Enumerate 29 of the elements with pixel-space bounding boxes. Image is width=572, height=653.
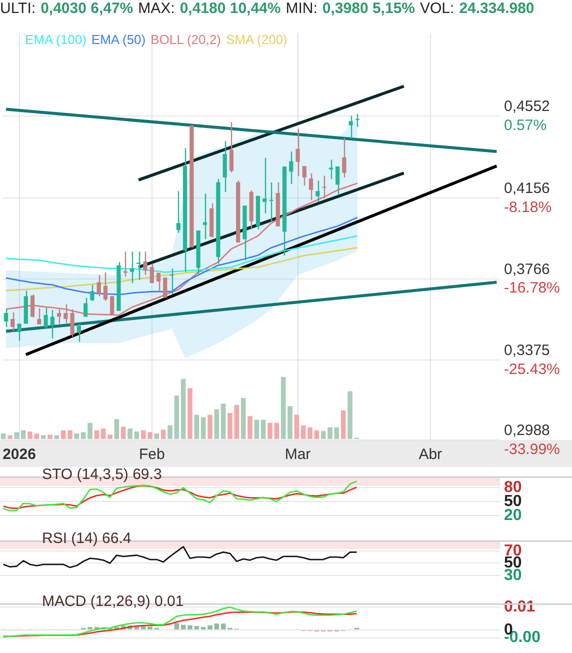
text: BOLL (20,2) bbox=[150, 32, 221, 47]
text: EMA (50) bbox=[91, 32, 146, 47]
y2-tick-label: -25.43% bbox=[504, 360, 560, 378]
chart-title: RSI (14) 66.4 bbox=[42, 530, 132, 547]
x-tick-label: 2026 bbox=[2, 446, 36, 464]
text: 0,4180 10,44% bbox=[180, 0, 281, 17]
y2-tick-label: 0.57% bbox=[504, 117, 547, 134]
text: ULTI: bbox=[0, 0, 36, 17]
y-tick-label: 0,3375 bbox=[504, 342, 550, 359]
y-tick-label: 0,4156 bbox=[504, 180, 550, 198]
text: EMA (100) bbox=[25, 32, 86, 47]
x-tick-label: Feb bbox=[138, 446, 165, 464]
x-tick-label: Abr bbox=[418, 446, 442, 464]
y2-tick-label: -8.18% bbox=[504, 199, 552, 216]
chart-title: STO (14,3,5) 69.3 bbox=[42, 466, 162, 483]
text: MIN: bbox=[286, 0, 318, 17]
text: 0,4030 6,47% bbox=[40, 0, 134, 17]
chart-title: MACD (12,26,9) 0.01 bbox=[42, 593, 184, 610]
text: MAX: bbox=[138, 0, 175, 17]
text: 24.334.980 bbox=[459, 0, 534, 17]
text: VOL: bbox=[420, 0, 454, 17]
y-tick-label: 0,3766 bbox=[504, 260, 550, 278]
x-tick-label: Mar bbox=[284, 446, 311, 464]
y2-tick-label: -16.78% bbox=[504, 280, 560, 297]
y2-tick-label: -33.99% bbox=[504, 441, 560, 458]
text: SMA (200) bbox=[226, 32, 288, 47]
y-tick-label: 0,4552 bbox=[504, 98, 550, 116]
text: 0,3980 5,15% bbox=[322, 0, 415, 17]
y-tick-label: 0,2988 bbox=[504, 422, 550, 440]
